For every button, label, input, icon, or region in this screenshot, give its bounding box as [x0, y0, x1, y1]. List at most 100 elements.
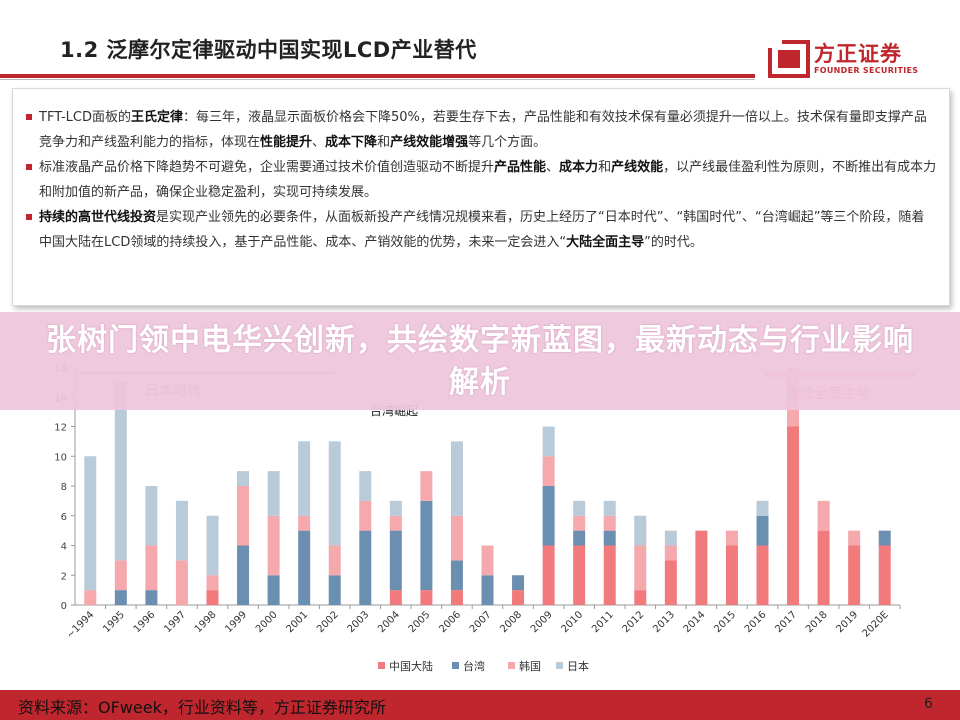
bar-segment: [267, 575, 280, 605]
logo-name-en: FOUNDER SECURITIES: [814, 66, 919, 75]
bullet-text: ”的时代。: [644, 235, 703, 250]
bar-segment: [237, 471, 250, 486]
x-tick-label: 2004: [376, 609, 402, 635]
bar-segment: [175, 560, 188, 605]
x-tick-label: 2006: [437, 609, 463, 635]
bar-segment: [603, 545, 616, 605]
founder-logo-icon: [768, 38, 810, 78]
x-tick-label: 2002: [315, 609, 341, 635]
x-tick-label: 2001: [285, 609, 311, 635]
bar-segment: [878, 545, 891, 605]
bar-segment: [145, 590, 158, 605]
x-tick-label: 2018: [804, 609, 830, 635]
bar-segment: [664, 545, 677, 561]
bullet-text: 标准液晶产品价格下降趋势不可避免，企业需要通过技术价值创造驱动不断提升: [39, 160, 495, 175]
bar-segment: [603, 515, 616, 531]
legend-swatch: [556, 662, 563, 669]
bar-segment: [634, 515, 647, 546]
bar-segment: [756, 545, 769, 605]
x-tick-label: 2000: [254, 609, 280, 635]
bar-segment: [817, 500, 830, 531]
bar-segment: [450, 560, 463, 591]
y-tick-label: 8: [61, 482, 67, 493]
bullet-text: TFT-LCD面板的: [39, 110, 131, 125]
bar-segment: [298, 441, 311, 516]
bar-segment: [512, 590, 525, 605]
bar-segment: [267, 471, 280, 516]
bar-segment: [145, 486, 158, 546]
x-tick-label: 2009: [529, 609, 555, 635]
legend-swatch: [452, 662, 459, 669]
x-tick-label: 2013: [651, 609, 677, 635]
x-tick-label: 2007: [468, 609, 494, 635]
bullet-text: ：每三年，液晶显示面板价格会下降50%，若要生存下去，产品性能和有效技术保有量必…: [39, 110, 927, 150]
bar-segment: [145, 545, 158, 591]
bar-segment: [389, 530, 402, 591]
bar-segment: [328, 441, 341, 546]
bar-segment: [328, 545, 341, 576]
bar-segment: [725, 545, 738, 605]
bullet-text: 是实现产业领先的必要条件，从面板新投产产线情况规模来看，历史上经历了“日本时代”…: [39, 210, 925, 250]
x-tick-label: ~1994: [65, 609, 97, 641]
y-tick-label: 0: [61, 601, 67, 612]
bar-segment: [512, 575, 525, 591]
bar-segment: [878, 530, 891, 546]
bar-segment: [573, 515, 586, 531]
x-tick-label: 2014: [682, 609, 708, 635]
bar-segment: [206, 575, 219, 591]
bullet-point: 标准液晶产品价格下降趋势不可避免，企业需要通过技术价值创造驱动不断提升产品性能、…: [25, 155, 937, 205]
x-tick-label: 2005: [407, 609, 433, 635]
bar-segment: [664, 530, 677, 546]
bar-segment: [84, 590, 97, 605]
bar-segment: [542, 486, 555, 546]
y-tick-label: 10: [54, 452, 67, 463]
y-tick-label: 6: [61, 512, 67, 523]
legend-label: 台湾: [463, 659, 485, 673]
bar-segment: [817, 530, 830, 605]
x-tick-label: 1997: [162, 609, 188, 635]
x-tick-label: 2016: [743, 609, 769, 635]
bullet-emphasis: 王氏定律: [130, 110, 183, 125]
x-tick-label: 2003: [346, 609, 372, 635]
bar-segment: [237, 486, 250, 546]
bar-segment: [848, 545, 861, 605]
bar-segment: [267, 515, 280, 576]
x-tick-label: 1998: [193, 609, 219, 635]
bar-segment: [359, 530, 372, 605]
page-title: 1.2 泛摩尔定律驱动中国实现LCD产业替代: [60, 38, 477, 62]
bar-segment: [848, 530, 861, 546]
bar-segment: [573, 545, 586, 605]
bullet-text: 和: [598, 160, 612, 175]
bar-segment: [420, 471, 433, 501]
bar-segment: [787, 426, 800, 605]
bullet-text: 和: [377, 135, 391, 150]
x-tick-label: 2015: [712, 609, 738, 635]
bar-segment: [450, 590, 463, 605]
bar-segment: [695, 530, 708, 605]
bar-segment: [84, 456, 97, 591]
bar-segment: [756, 500, 769, 516]
bar-segment: [389, 590, 402, 605]
bar-segment: [328, 575, 341, 605]
bullet-emphasis: 产品性能: [494, 160, 547, 175]
bar-segment: [206, 590, 219, 605]
bullet-point: 持续的高世代线投资是实现产业领先的必要条件，从面板新投产产线情况规模来看，历史上…: [25, 205, 937, 255]
x-tick-label: 1999: [223, 609, 249, 635]
bullet-emphasis: 大陆全面主导: [566, 235, 645, 250]
bullet-emphasis: 产线效能增强: [390, 135, 469, 150]
x-tick-label: 2011: [590, 609, 616, 635]
page-number: 6: [924, 696, 933, 712]
bar-segment: [542, 456, 555, 486]
bullet-point: TFT-LCD面板的王氏定律：每三年，液晶显示面板价格会下降50%，若要生存下去…: [25, 105, 937, 155]
bullet-emphasis: 产线效能: [611, 160, 664, 175]
bar-segment: [237, 545, 250, 605]
bar-segment: [114, 560, 127, 591]
y-tick-label: 2: [61, 571, 67, 582]
bullet-text: 、: [312, 135, 326, 150]
legend-label: 韩国: [519, 659, 541, 673]
bar-segment: [603, 530, 616, 546]
x-tick-label: 1995: [101, 609, 127, 635]
legend-swatch: [378, 662, 385, 669]
bullet-emphasis: 持续的高世代线投资: [39, 210, 157, 225]
bar-segment: [175, 500, 188, 561]
